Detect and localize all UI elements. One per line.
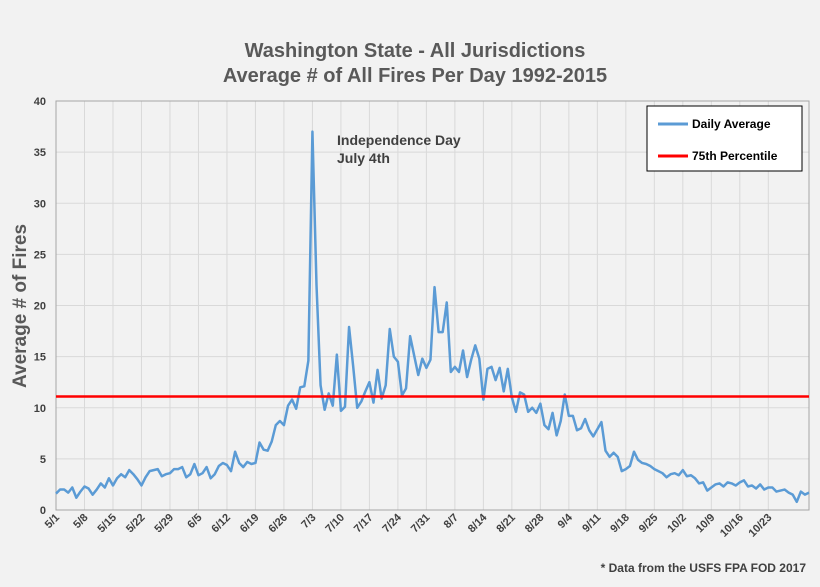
chart-title-line2: Average # of All Fires Per Day 1992-2015 — [223, 65, 607, 87]
y-tick-label: 35 — [34, 147, 46, 159]
annotation-line1: Independence Day — [337, 132, 461, 148]
y-tick-label: 15 — [34, 352, 46, 364]
legend-label-daily-average: Daily Average — [692, 117, 771, 131]
legend-label-75th-percentile: 75th Percentile — [692, 149, 778, 163]
plot-area-border — [55, 100, 810, 511]
series-line-daily-average — [55, 130, 810, 504]
legend: Daily Average 75th Percentile — [646, 105, 803, 172]
y-tick-label: 5 — [40, 454, 46, 466]
y-tick-label: 40 — [34, 96, 46, 108]
y-tick-label: 30 — [34, 198, 46, 210]
y-axis-title: Average # of Fires — [10, 224, 31, 388]
source-note: * Data from the USFS FPA FOD 2017 — [601, 561, 807, 575]
y-tick-label: 0 — [40, 505, 46, 517]
y-tick-label: 10 — [34, 403, 46, 415]
chart-title-line1: Washington State - All Jurisdictions — [245, 40, 586, 62]
annotation-line2: July 4th — [337, 150, 390, 166]
y-tick-label: 25 — [34, 249, 46, 261]
y-tick-labels: 0 5 10 15 20 25 30 35 40 — [34, 96, 46, 517]
series-layer — [55, 130, 810, 504]
legend-box — [646, 105, 803, 172]
gridlines — [55, 100, 809, 511]
y-tick-label: 20 — [34, 301, 46, 313]
